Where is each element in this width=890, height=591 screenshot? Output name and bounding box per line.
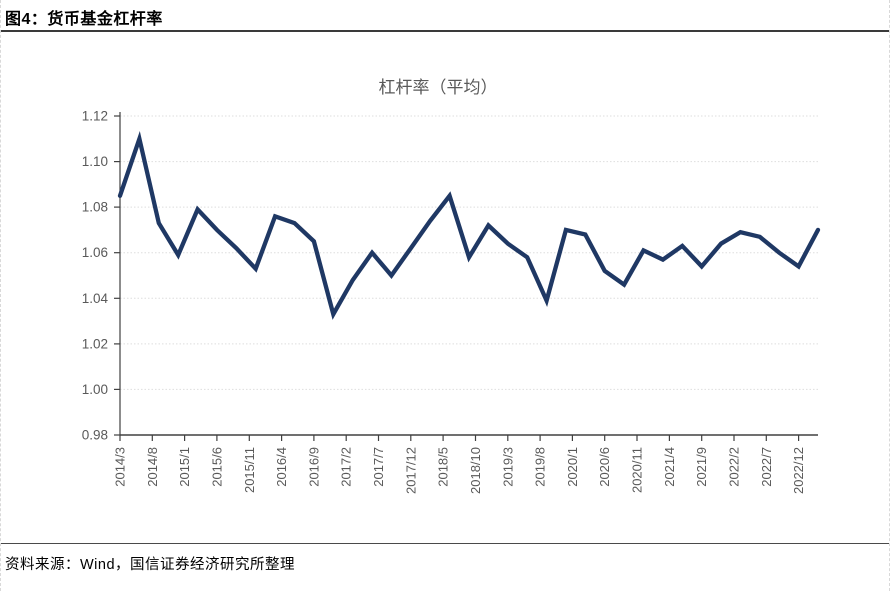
x-tick-label: 2018/10 <box>468 447 483 494</box>
x-tick-label: 2020/6 <box>597 447 612 487</box>
x-tick-label: 2022/7 <box>759 447 774 487</box>
source-note: 资料来源：Wind，国信证券经济研究所整理 <box>5 557 296 573</box>
figure-header: 图4：货币基金杠杆率 <box>1 0 889 32</box>
figure-footer: 资料来源：Wind，国信证券经济研究所整理 <box>1 543 889 591</box>
x-tick-label: 2020/11 <box>630 447 645 493</box>
x-tick-label: 2016/9 <box>306 447 321 487</box>
x-tick-label: 2015/1 <box>177 447 192 487</box>
y-tick-label: 1.06 <box>82 245 108 260</box>
y-tick-label: 1.10 <box>82 154 108 169</box>
x-tick-label: 2021/9 <box>694 447 709 487</box>
x-tick-label: 2019/3 <box>500 447 515 487</box>
x-tick-label: 2014/3 <box>113 447 128 487</box>
leverage-line-series <box>117 130 821 320</box>
x-tick-label: 2018/5 <box>436 447 451 487</box>
x-tick-label: 2020/1 <box>565 447 580 487</box>
x-tick-label: 2014/8 <box>145 447 160 487</box>
chart-title: 杠杆率（平均） <box>379 78 498 97</box>
y-tick-label: 1.08 <box>82 200 108 215</box>
y-tick-label: 1.12 <box>82 109 108 124</box>
x-tick-label: 2015/11 <box>242 447 257 493</box>
plot-area: 0.98 1.00 1.02 1.04 1.06 1.08 1.10 1.12 2014/3 20… <box>82 109 821 494</box>
x-tick-label: 2017/2 <box>339 447 354 487</box>
y-tick-label: 1.00 <box>82 382 108 397</box>
x-tick-label: 2017/12 <box>403 447 418 494</box>
x-tick-label: 2015/6 <box>209 447 224 487</box>
y-tick-label: 0.98 <box>82 428 108 443</box>
x-tick-label: 2022/2 <box>727 447 742 487</box>
x-tick-label: 2019/8 <box>533 447 548 487</box>
x-tick-label: 2017/7 <box>371 447 386 487</box>
y-tick-label: 1.02 <box>82 336 108 351</box>
figure-title: 图4：货币基金杠杆率 <box>5 11 163 28</box>
x-tick-label: 2022/12 <box>791 447 806 494</box>
x-tick-label: 2021/4 <box>662 447 677 487</box>
x-tick-label: 2016/4 <box>274 447 289 487</box>
y-tick-label: 1.04 <box>82 291 109 306</box>
